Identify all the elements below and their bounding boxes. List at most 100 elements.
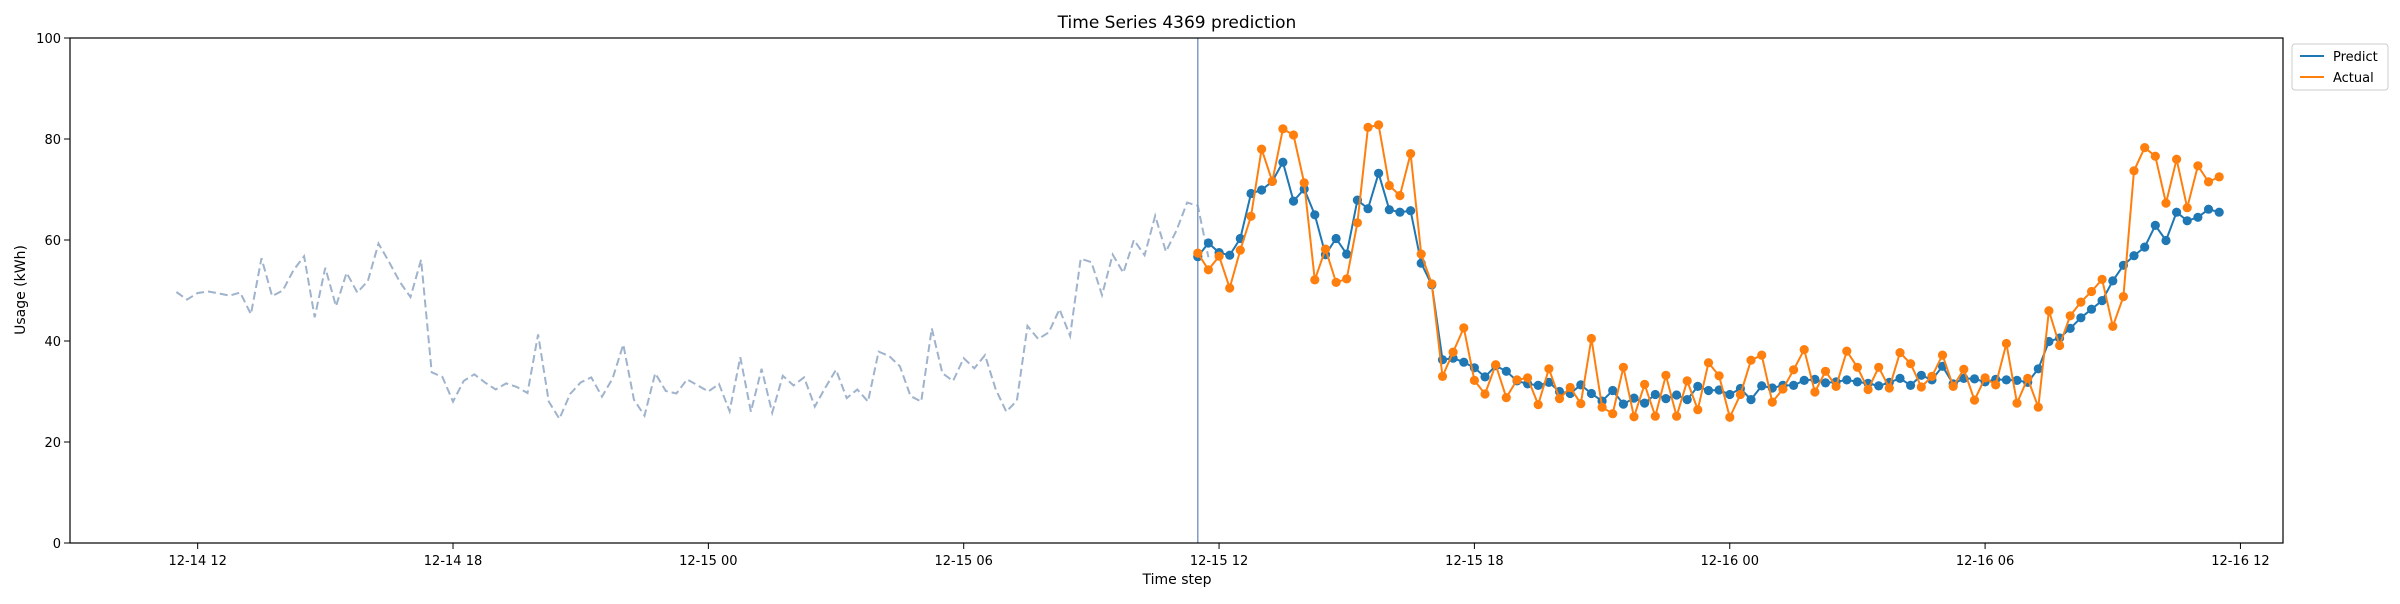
predict-point: [1895, 373, 1905, 383]
actual-point: [2118, 292, 2128, 302]
actual-point: [1246, 211, 1256, 221]
actual-point: [1437, 371, 1448, 381]
predict-point: [1682, 395, 1692, 405]
actual-point: [1906, 359, 1916, 369]
predict-point: [2097, 296, 2107, 306]
predict-point: [1374, 168, 1384, 178]
predict-point: [1640, 398, 1650, 408]
actual-point: [1927, 371, 1937, 381]
predict-point: [1693, 381, 1703, 391]
actual-point: [2001, 338, 2011, 349]
actual-point: [2140, 143, 2150, 153]
actual-point: [1523, 373, 1533, 383]
actual-point: [1225, 283, 1235, 293]
actual-point: [1661, 370, 1671, 380]
actual-point: [1278, 124, 1288, 134]
x-tick-label: 12-15 18: [1445, 554, 1503, 569]
actual-series: [1193, 120, 2224, 422]
x-tick-label: 12-15 06: [934, 554, 992, 569]
actual-point: [1320, 244, 1331, 254]
predict-point: [1969, 374, 1980, 384]
actual-point: [1586, 333, 1596, 344]
predict-point: [1789, 380, 1799, 390]
actual-point: [1416, 249, 1426, 259]
predict-point: [2001, 375, 2011, 385]
predict-point: [2108, 276, 2118, 286]
y-tick-label: 100: [36, 32, 61, 47]
predict-point: [2193, 212, 2203, 222]
actual-point: [1725, 412, 1735, 422]
actual-point: [1874, 362, 1884, 372]
actual-point: [1980, 373, 1990, 383]
actual-point: [1640, 379, 1650, 389]
predict-point: [2086, 304, 2097, 314]
actual-point: [1342, 274, 1352, 284]
actual-point: [1820, 366, 1831, 376]
y-tick-label: 60: [44, 234, 61, 249]
actual-point: [1459, 323, 1469, 333]
predict-line: [1197, 159, 2220, 406]
actual-point: [1395, 191, 1405, 201]
actual-point: [1831, 381, 1841, 391]
actual-point: [1512, 375, 1522, 385]
predict-point: [2203, 204, 2214, 214]
actual-point: [1959, 364, 1969, 374]
actual-point: [1842, 346, 1852, 356]
predict-point: [2140, 242, 2150, 252]
actual-point: [1916, 382, 1926, 392]
actual-point: [2182, 203, 2192, 213]
actual-point: [2193, 161, 2203, 171]
actual-point: [1203, 265, 1213, 275]
predict-point: [1906, 380, 1916, 390]
x-tick-label: 12-16 00: [1701, 554, 1759, 569]
actual-point: [1299, 178, 1309, 188]
predict-point: [2182, 216, 2192, 226]
history-layer: [175, 201, 1210, 421]
actual-point: [1554, 394, 1565, 404]
history-line: [175, 201, 1210, 421]
predict-point: [1363, 204, 1373, 214]
actual-point: [1991, 380, 2001, 390]
predict-point: [1480, 372, 1490, 382]
predict-point: [1629, 393, 1639, 403]
actual-point: [1288, 130, 1299, 140]
actual-point: [1427, 279, 1437, 289]
predict-point: [1650, 389, 1660, 400]
x-tick-label: 12-16 06: [1956, 554, 2014, 569]
actual-point: [1757, 350, 1767, 360]
actual-point: [1810, 387, 1820, 397]
predict-point: [1757, 381, 1767, 391]
actual-point: [1597, 402, 1607, 412]
actual-point: [2012, 398, 2022, 408]
actual-point: [1852, 362, 1862, 372]
predict-point: [1820, 378, 1831, 388]
actual-point: [2086, 286, 2097, 297]
actual-point: [1789, 365, 1799, 375]
predict-point: [1384, 205, 1394, 215]
predict-point: [1406, 206, 1416, 216]
actual-point: [1650, 411, 1660, 421]
predict-point: [2129, 251, 2139, 261]
actual-point: [2044, 306, 2054, 316]
predict-point: [2076, 313, 2086, 323]
actual-point: [1257, 144, 1267, 154]
predict-point: [1225, 250, 1235, 260]
predict-point: [1310, 210, 1320, 220]
predict-point: [1395, 207, 1405, 217]
x-tick-label: 12-15 12: [1190, 554, 1248, 569]
actual-point: [1214, 251, 1224, 261]
actual-point: [1863, 384, 1873, 395]
chart-title: Time Series 4369 prediction: [1057, 13, 1297, 33]
predict-point: [1874, 381, 1884, 391]
actual-point: [1948, 381, 1958, 391]
actual-point: [2129, 166, 2139, 176]
predict-point: [1586, 388, 1596, 399]
actual-point: [2055, 340, 2065, 351]
predict-point: [1544, 377, 1554, 387]
actual-point: [1746, 355, 1756, 365]
predict-point: [2214, 207, 2224, 217]
actual-point: [1672, 411, 1682, 421]
predict-point: [1501, 366, 1511, 376]
actual-point: [1565, 382, 1575, 393]
